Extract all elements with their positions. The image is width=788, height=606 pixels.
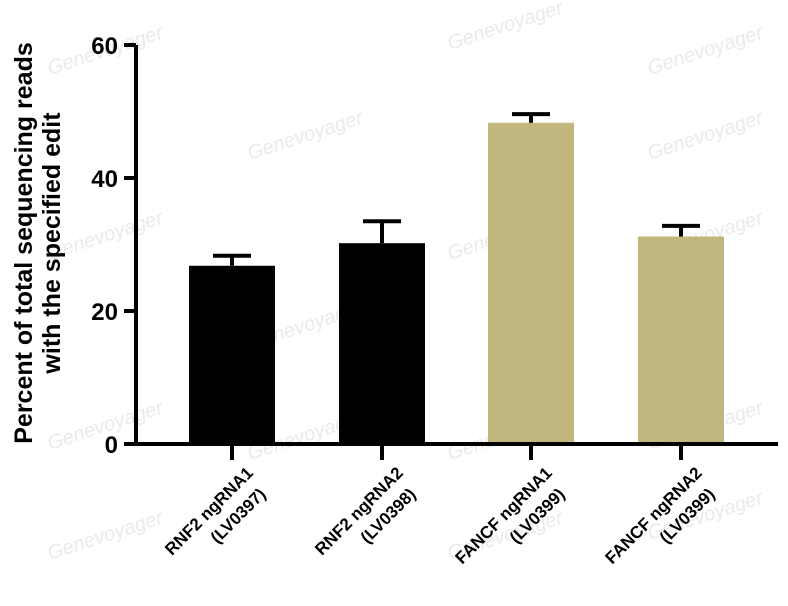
bar — [638, 236, 724, 444]
x-tick-label: RNF2 ngRNA2(LV0398) — [311, 463, 419, 559]
y-tick-label: 60 — [91, 33, 118, 60]
y-axis-label: Percent of total sequencing reads with th… — [10, 42, 66, 444]
y-tick-label: 0 — [105, 432, 118, 459]
bar — [189, 265, 275, 444]
bar — [488, 122, 574, 445]
x-tick-labels: RNF2 ngRNA1(LV0397) RNF2 ngRNA2(LV0398) FA… — [161, 463, 718, 567]
watermark-text: Genevoyager — [45, 506, 167, 564]
y-axis-label-group: Percent of total sequencing reads with th… — [10, 42, 66, 444]
y-axis-label-line: with the specified edit — [38, 112, 66, 375]
bar — [339, 243, 425, 444]
y-tick-label: 40 — [91, 166, 118, 193]
watermark-text: Genevoyager — [645, 21, 767, 79]
watermark-text: Genevoyager — [445, 0, 567, 55]
x-tick-label: RNF2 ngRNA1(LV0397) — [161, 463, 269, 559]
x-axis — [134, 442, 778, 460]
y-axis-label-line: Percent of total sequencing reads — [10, 42, 38, 444]
y-tick-label: 20 — [91, 299, 118, 326]
y-axis: 0 20 40 60 — [91, 33, 138, 459]
bars-layer — [189, 112, 724, 445]
watermark-text: Genevoyager — [245, 106, 367, 164]
watermark-text: Genevoyager — [645, 106, 767, 164]
